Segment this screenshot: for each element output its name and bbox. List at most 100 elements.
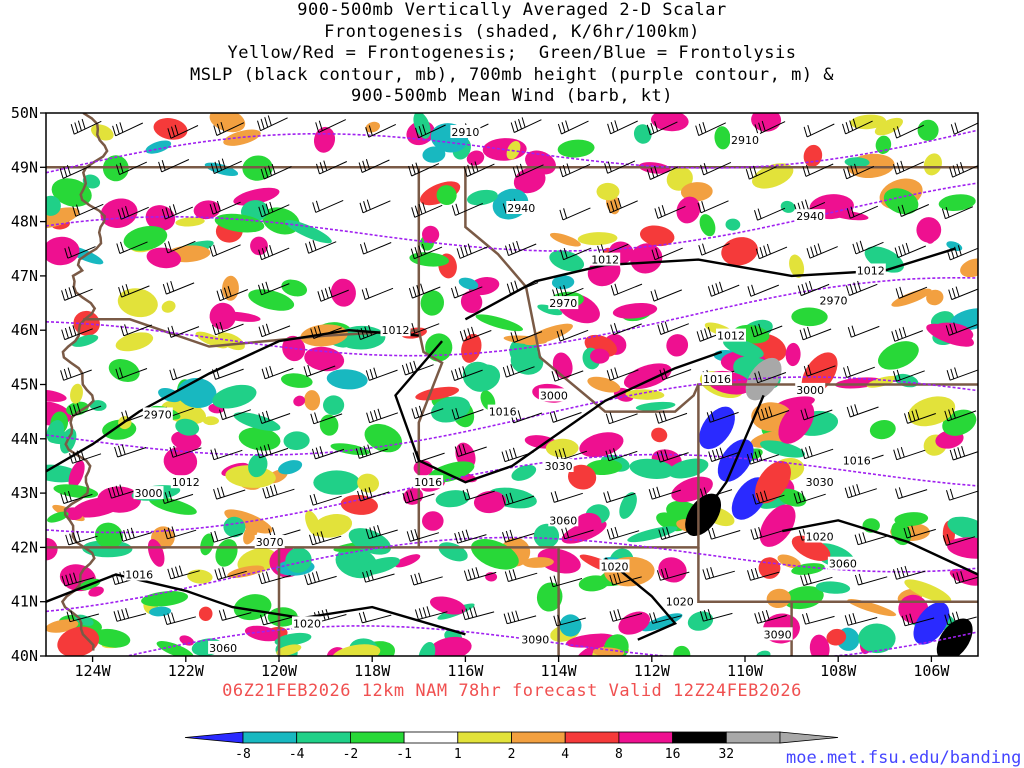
credit-url[interactable]: moe.met.fsu.edu/banding (786, 748, 1022, 768)
wind-barb-238 (553, 614, 586, 627)
shade-blob-288 (596, 182, 620, 201)
shade-blob-292 (785, 342, 801, 367)
shade-blob-120 (108, 359, 140, 382)
shade-blob-170 (924, 219, 938, 244)
lon-label-122W: 122W (168, 662, 205, 680)
wind-barb-183 (648, 486, 681, 500)
shade-blob-147 (522, 557, 554, 568)
pressure-label-bg-11 (804, 529, 835, 543)
shade-blob-327 (357, 473, 380, 493)
shade-blob-220 (429, 636, 472, 656)
shade-blob-101 (171, 430, 202, 451)
wind-barb-129 (803, 364, 836, 377)
pressure-label-9: 1016 (125, 569, 153, 582)
colorbar-label-0: -8 (235, 747, 251, 762)
wind-barb-98 (212, 321, 244, 336)
shade-blob-111 (639, 225, 675, 247)
colorbar-bin-6 (564, 731, 620, 744)
wind-barb-84 (451, 286, 483, 299)
height-label-bg-6 (142, 407, 173, 421)
shade-blob-312 (70, 383, 83, 404)
wind-barb-10 (557, 120, 589, 135)
shade-blob-203 (625, 389, 665, 400)
wind-barb-83 (408, 283, 441, 299)
shade-blob-215 (619, 492, 637, 519)
wind-barb-156 (256, 443, 289, 459)
wind-barb-19 (59, 164, 91, 179)
lon-label-110W: 110W (727, 662, 764, 680)
shade-blob-342 (673, 645, 691, 656)
shade-blob-333 (623, 363, 672, 390)
wind-barb-187 (844, 484, 877, 499)
wind-barb-190 (65, 531, 98, 546)
wind-barb-217 (463, 567, 497, 582)
pressure-label-7: 1016 (843, 455, 871, 468)
wind-barb-198 (454, 529, 487, 544)
shade-blob-89 (938, 194, 976, 211)
wind-barb-123 (502, 364, 535, 378)
wind-barb-132 (946, 367, 978, 381)
wind-barb-21 (158, 159, 190, 173)
wind-barb-246 (944, 611, 977, 626)
pressure-label-11: 1020 (806, 531, 834, 544)
pressure-label-8: 1016 (414, 476, 442, 489)
wind-barb-50 (654, 205, 686, 219)
shade-blob-303 (248, 289, 295, 311)
shade-blob-273 (305, 510, 321, 537)
wind-barb-160 (454, 443, 487, 457)
wind-barb-9 (510, 117, 542, 133)
wind-barb-56 (941, 206, 974, 220)
shade-blob-325 (364, 423, 403, 453)
colorbar-label-9: 32 (718, 747, 734, 762)
shade-blob-283 (458, 277, 479, 290)
wind-barb-213 (258, 571, 291, 585)
wind-barb-236 (461, 606, 495, 621)
shade-blob-64 (200, 533, 214, 556)
shade-blob-286 (304, 346, 345, 372)
shade-blob-369 (436, 185, 457, 206)
shade-blob-371 (777, 488, 807, 507)
wind-barb-220 (609, 572, 642, 586)
wind-barb-237 (503, 610, 537, 625)
wind-barb-143 (549, 410, 582, 423)
wind-barb-7 (415, 124, 446, 139)
wind-barb-234 (358, 611, 392, 624)
wind-barb-105 (556, 329, 589, 342)
wind-barb-110 (799, 326, 832, 341)
shade-blob-243 (175, 418, 200, 436)
shade-blob-190 (475, 314, 523, 332)
shade-blob-155 (313, 470, 360, 495)
wind-barb-219 (549, 575, 583, 588)
state-border-5 (464, 167, 700, 413)
lon-label-108W: 108W (820, 662, 857, 680)
pressure-contour-6 (702, 394, 765, 516)
shade-blob-76 (233, 187, 280, 206)
shade-blob-202 (413, 113, 431, 139)
wind-barb-227 (952, 571, 978, 584)
colorbar-bin-8 (672, 731, 727, 744)
pressure-label-4: 1012 (172, 476, 200, 489)
shade-blob-44 (559, 614, 582, 637)
shade-blob-106 (223, 129, 261, 146)
lat-label-48N: 48N (11, 213, 38, 231)
shade-blob-259 (46, 389, 67, 402)
pressure-label-bg-13 (292, 616, 322, 630)
shade-blob-109 (195, 331, 228, 349)
shade-blob-46 (549, 250, 585, 272)
lat-label-45N: 45N (11, 376, 38, 394)
wind-barb-116 (169, 368, 202, 381)
shade-blob-274 (123, 225, 168, 251)
wind-barb-182 (603, 491, 636, 503)
wind-barb-88 (650, 289, 682, 302)
chart-title: 900-500mb Vertically Averaged 2-D Scalar… (0, 0, 1024, 108)
shade-blob-318 (650, 113, 689, 132)
shade-blob-91 (323, 395, 345, 416)
shade-blob-121 (420, 290, 445, 316)
wind-barb-41 (209, 200, 241, 215)
shade-blob-32 (330, 443, 370, 456)
wind-barb-91 (797, 280, 830, 297)
height-label-17: 3090 (764, 628, 792, 641)
shade-blob-79 (156, 641, 194, 656)
wind-barb-223 (747, 567, 780, 581)
